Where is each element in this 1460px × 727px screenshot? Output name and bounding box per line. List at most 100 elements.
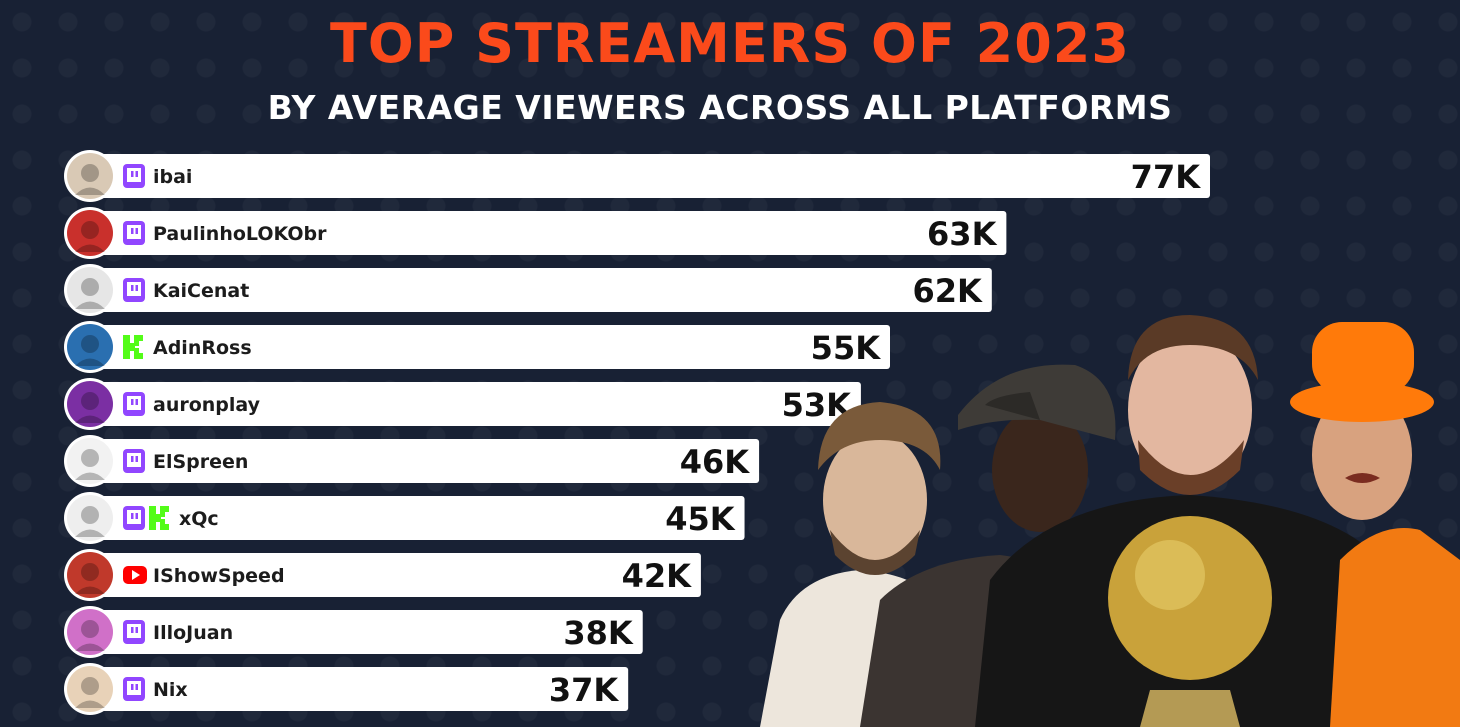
avatar-shoulders (75, 643, 105, 651)
twitch-icon (123, 449, 145, 473)
bar-row: KaiCenat 62K (64, 264, 992, 316)
twitch-icon-eye (131, 627, 134, 633)
avatar-shoulders (75, 586, 105, 594)
avatar-fill (67, 552, 113, 598)
bar (90, 268, 992, 312)
chart-title: TOP STREAMERS OF 2023 (330, 12, 1130, 75)
bar (90, 154, 1210, 198)
twitch-icon (123, 620, 145, 644)
bar (90, 553, 701, 597)
bar-row: Nix 37K (64, 663, 629, 715)
avatar-shoulders (75, 301, 105, 309)
twitch-icon-eye (131, 399, 134, 405)
twitch-icon-eye (131, 171, 134, 177)
bar-value: 45K (665, 500, 736, 538)
twitch-icon (123, 221, 145, 245)
bar-label: ElSpreen (153, 451, 248, 473)
youtube-icon (123, 566, 147, 584)
avatar-shoulders (75, 358, 105, 366)
avatar-fill (67, 609, 113, 655)
twitch-icon-eye (135, 456, 138, 462)
bar-value: 42K (622, 557, 693, 595)
bar-row: ibai 77K (64, 150, 1210, 202)
bar-row: PaulinhoLOKObr 63K (64, 207, 1007, 259)
twitch-icon (123, 506, 145, 530)
avatar-head (81, 677, 99, 695)
twitch-icon-screen (127, 225, 141, 239)
bar-row: IlloJuan 38K (64, 606, 643, 658)
kick-icon-glyph (149, 506, 169, 530)
avatar-fill (67, 267, 113, 313)
twitch-icon-screen (127, 282, 141, 296)
avatar-head (81, 221, 99, 239)
twitch-icon-screen (127, 396, 141, 410)
kick-icon (149, 506, 169, 530)
bar (90, 325, 890, 369)
bar-label: xQc (179, 508, 219, 530)
kick-icon-glyph (123, 335, 143, 359)
bar (90, 496, 745, 540)
avatar-fill (67, 324, 113, 370)
avatar-head (81, 335, 99, 353)
bar-label: KaiCenat (153, 280, 249, 302)
twitch-icon-eye (131, 684, 134, 690)
twitch-icon-eye (135, 285, 138, 291)
bar-label: PaulinhoLOKObr (153, 223, 327, 245)
twitch-icon-eye (135, 627, 138, 633)
bar-value: 77K (1131, 158, 1202, 196)
streamer-avatar (64, 378, 116, 430)
avatar-shoulders (75, 529, 105, 537)
bar-label: IShowSpeed (153, 565, 285, 587)
avatar-head (81, 563, 99, 581)
youtube-icon-play (132, 570, 140, 580)
streamer-avatar (64, 321, 116, 373)
avatar-head (81, 392, 99, 410)
bar-label: IlloJuan (153, 622, 233, 644)
avatar-fill (67, 210, 113, 256)
streamer-avatar (64, 549, 116, 601)
streamer-avatar (64, 435, 116, 487)
streamer-avatar (64, 492, 116, 544)
bar (90, 610, 643, 654)
bar-value: 63K (927, 215, 998, 253)
bar (90, 439, 760, 483)
bar-row: xQc 45K (64, 492, 745, 544)
twitch-icon (123, 677, 145, 701)
avatar-shoulders (75, 415, 105, 423)
bar-label: Nix (153, 679, 188, 701)
bar-label: auronplay (153, 394, 261, 416)
twitch-icon-screen (127, 453, 141, 467)
streamer-avatar (64, 606, 116, 658)
avatar-fill (67, 666, 113, 712)
twitch-icon-eye (135, 171, 138, 177)
chart-subtitle: BY AVERAGE VIEWERS ACROSS ALL PLATFORMS (267, 88, 1173, 127)
bar-label: ibai (153, 166, 192, 188)
bar-row: auronplay 53K (64, 378, 861, 430)
bar-value: 46K (680, 443, 751, 481)
twitch-icon-eye (131, 228, 134, 234)
twitch-icon-eye (131, 285, 134, 291)
avatar-head (81, 278, 99, 296)
bar-row: ElSpreen 46K (64, 435, 760, 487)
bar-row: IShowSpeed 42K (64, 549, 701, 601)
bar (90, 211, 1007, 255)
twitch-icon-screen (127, 624, 141, 638)
bar-value: 55K (811, 329, 882, 367)
bar-row: AdinRoss 55K (64, 321, 890, 373)
twitch-icon-eye (131, 513, 134, 519)
avatar-shoulders (75, 472, 105, 480)
twitch-icon-screen (127, 681, 141, 695)
avatar-fill (67, 381, 113, 427)
twitch-icon-screen (127, 510, 141, 524)
twitch-icon (123, 164, 145, 188)
twitch-icon (123, 278, 145, 302)
twitch-icon-eye (135, 513, 138, 519)
streamer-avatar (64, 663, 116, 715)
bar-value: 53K (782, 386, 853, 424)
streamer-avatar (64, 207, 116, 259)
bar-label: AdinRoss (153, 337, 252, 359)
avatar-fill (67, 438, 113, 484)
twitch-icon-screen (127, 168, 141, 182)
bar (90, 382, 861, 426)
bar (90, 667, 629, 711)
